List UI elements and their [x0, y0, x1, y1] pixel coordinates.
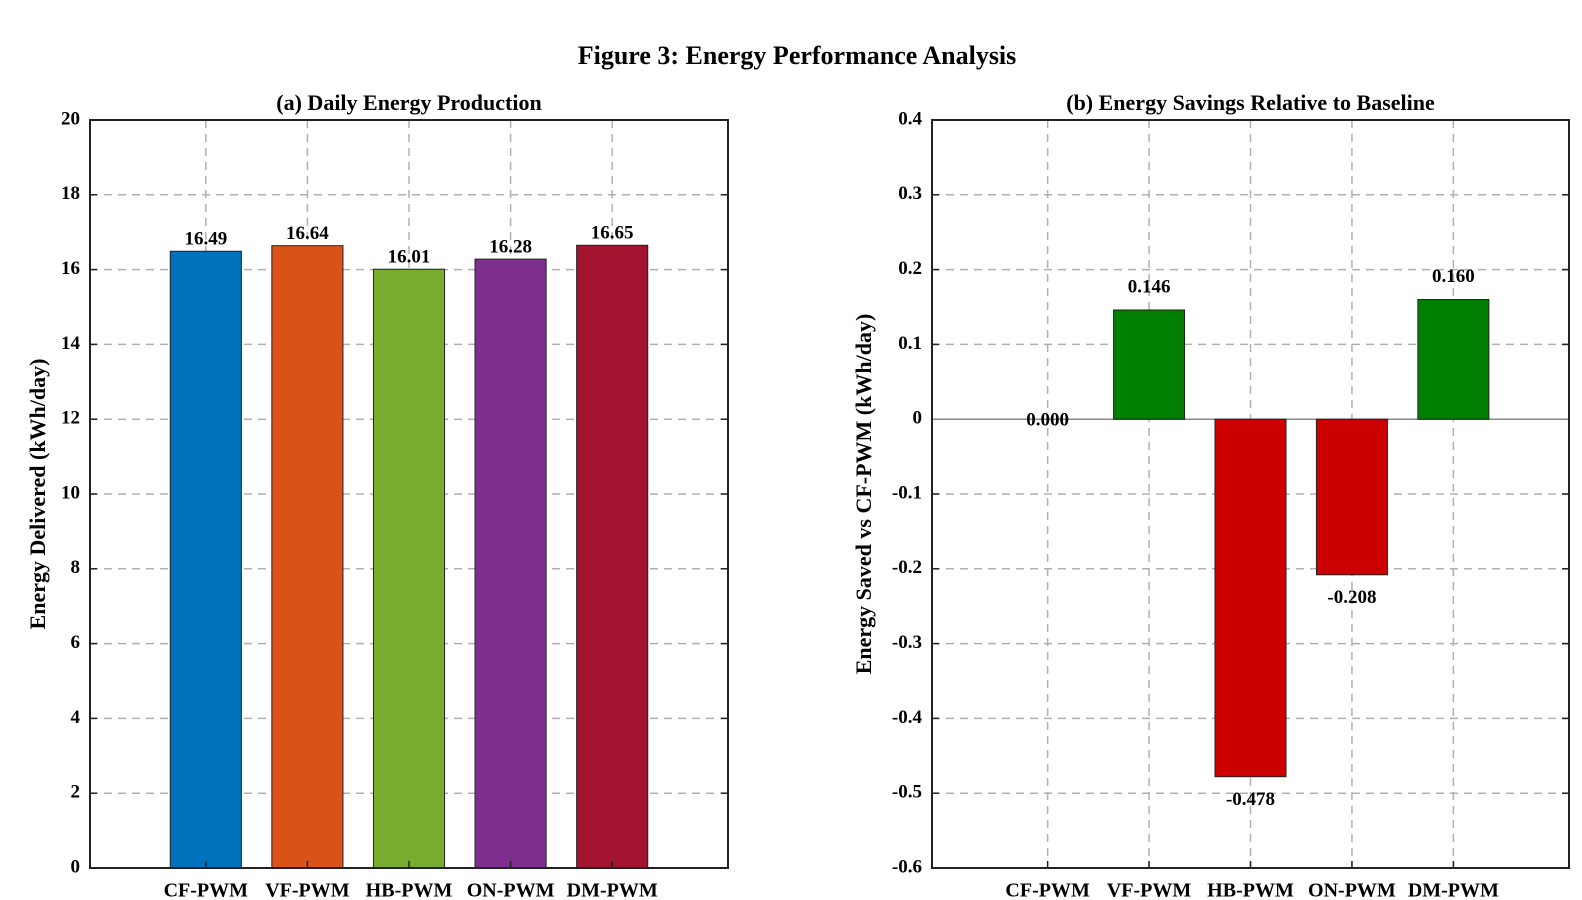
- bar: [576, 244, 649, 869]
- x-tick-label: CF-PWM: [1005, 880, 1090, 900]
- y-tick-label: 0: [913, 408, 923, 429]
- plot-frame: [931, 119, 1570, 869]
- x-tick-label: VF-PWM: [265, 880, 350, 900]
- y-tick-label: 18: [61, 183, 80, 204]
- y-tick-label: 0.1: [898, 333, 922, 354]
- figure-title: Figure 3: Energy Performance Analysis: [578, 41, 1017, 70]
- y-tick-label: 10: [61, 482, 80, 503]
- y-tick-label: -0.6: [892, 856, 922, 877]
- x-tick-label: CF-PWM: [164, 880, 249, 900]
- plot-frame: [89, 119, 729, 869]
- bar: [1214, 418, 1287, 778]
- y-axis-label: Energy Saved vs CF-PWM (kWh/day): [851, 314, 876, 675]
- y-tick-label: -0.4: [892, 707, 923, 728]
- bar: [1417, 299, 1490, 420]
- y-tick-label: 0.2: [898, 258, 922, 279]
- value-label: 16.01: [388, 247, 431, 268]
- y-tick-label: -0.2: [892, 557, 922, 578]
- value-label: -0.208: [1327, 587, 1376, 608]
- x-tick-label: HB-PWM: [366, 880, 453, 900]
- x-tick-label: HB-PWM: [1207, 880, 1294, 900]
- x-tick-label: DM-PWM: [1408, 880, 1499, 900]
- y-tick-label: 4: [71, 707, 81, 728]
- x-tick-label: ON-PWM: [1308, 880, 1396, 900]
- y-tick-label: 8: [71, 557, 81, 578]
- y-tick-label: 20: [61, 108, 80, 129]
- value-label: 16.28: [489, 236, 532, 257]
- bar: [474, 258, 547, 869]
- y-tick-label: 0.4: [898, 108, 922, 129]
- value-label: -0.478: [1226, 789, 1275, 810]
- x-tick-label: DM-PWM: [567, 880, 658, 900]
- y-tick-label: 6: [71, 632, 81, 653]
- chart-title: (b) Energy Savings Relative to Baseline: [1066, 90, 1435, 115]
- bar: [169, 250, 242, 869]
- chart-title: (a) Daily Energy Production: [276, 90, 541, 115]
- y-tick-label: 16: [61, 258, 80, 279]
- value-label: 16.49: [184, 229, 227, 250]
- value-label: 16.64: [286, 223, 329, 244]
- y-tick-label: -0.1: [892, 482, 922, 503]
- bar: [1113, 309, 1186, 420]
- value-label: 0.146: [1128, 276, 1171, 297]
- bar: [1315, 418, 1388, 576]
- y-tick-label: -0.3: [892, 632, 922, 653]
- x-tick-label: ON-PWM: [467, 880, 555, 900]
- y-tick-label: 0: [71, 856, 81, 877]
- value-label: 0.000: [1026, 410, 1069, 431]
- y-tick-label: -0.5: [892, 782, 922, 803]
- bar: [372, 268, 446, 869]
- value-label: 0.160: [1432, 266, 1475, 287]
- value-label: 16.65: [591, 223, 634, 244]
- y-tick-label: 2: [71, 782, 81, 803]
- y-tick-label: 14: [61, 333, 81, 354]
- y-tick-label: 0.3: [898, 183, 922, 204]
- x-tick-label: VF-PWM: [1107, 880, 1192, 900]
- y-tick-label: 12: [61, 408, 80, 429]
- y-axis-label: Energy Delivered (kWh/day): [25, 359, 50, 630]
- bar: [271, 245, 344, 869]
